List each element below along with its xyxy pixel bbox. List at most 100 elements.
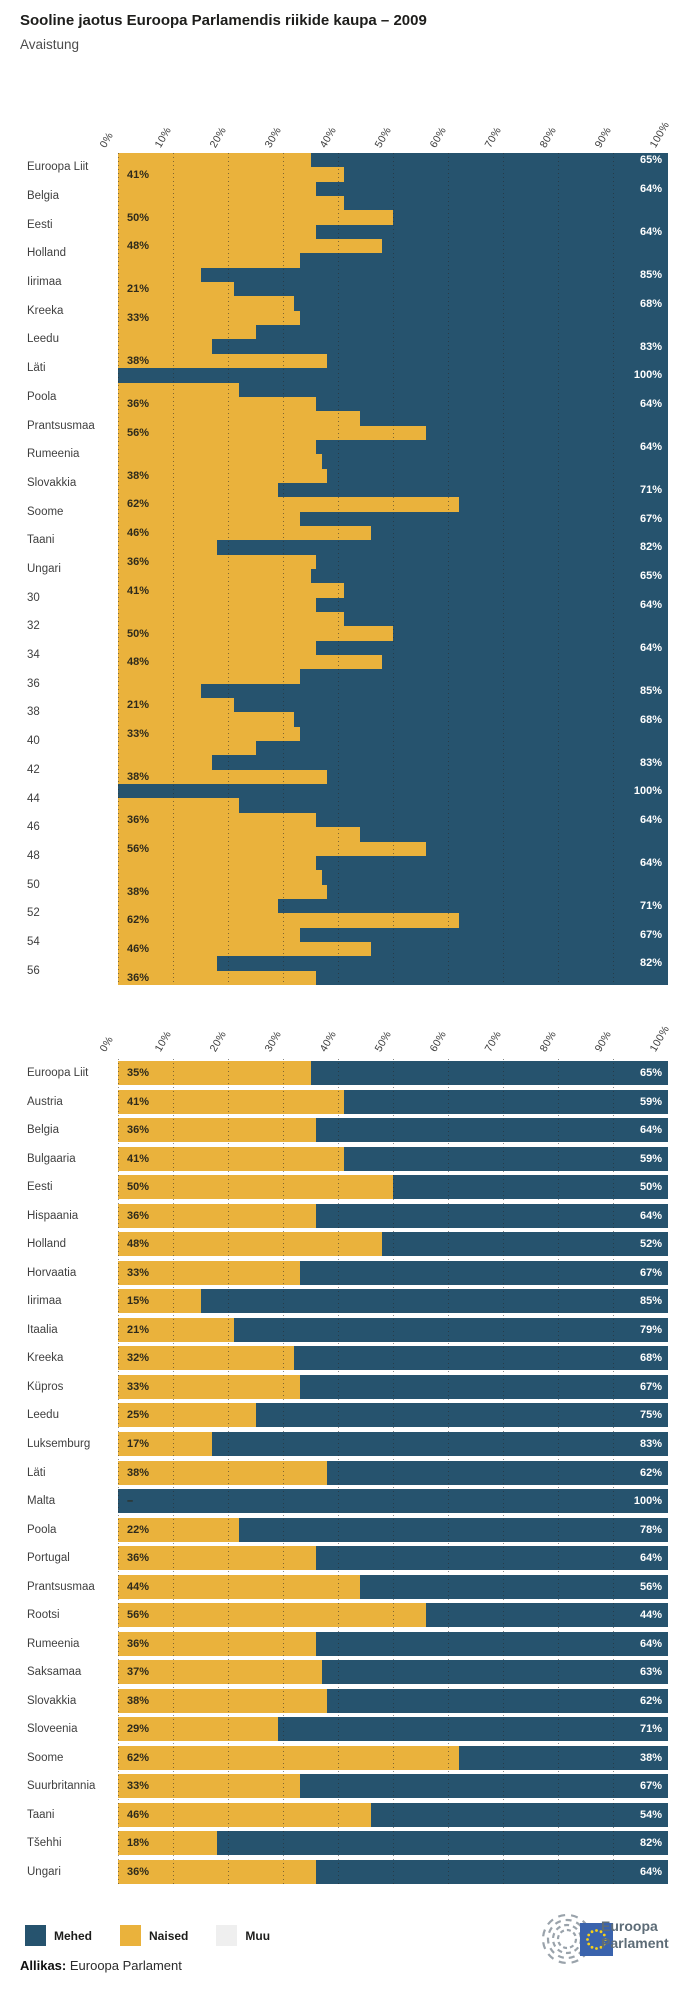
value-label-naised: 56% xyxy=(127,1609,149,1621)
value-label-mehed: 64% xyxy=(640,642,662,654)
value-label-mehed: 54% xyxy=(640,1809,662,1821)
grid-line xyxy=(173,1059,174,1886)
row-label: Prantsusmaa xyxy=(27,1581,95,1593)
value-label-naised: 36% xyxy=(127,1866,149,1878)
value-label-mehed: 100% xyxy=(634,785,662,797)
row-label: Tšehhi xyxy=(27,1837,62,1849)
value-label-naised: 38% xyxy=(127,1467,149,1479)
value-label-naised: 41% xyxy=(127,1096,149,1108)
row-label: 36 xyxy=(27,678,40,690)
row-label: Euroopa Liit xyxy=(27,161,88,173)
bar-segment-naised xyxy=(118,712,294,726)
value-label-mehed: 82% xyxy=(640,541,662,553)
bar-segment-naised xyxy=(118,383,239,397)
row-label: Austria xyxy=(27,1096,63,1108)
row-label: Soome xyxy=(27,506,63,518)
value-label-naised: 21% xyxy=(127,699,149,711)
value-label-mehed: 64% xyxy=(640,183,662,195)
row-label: 46 xyxy=(27,821,40,833)
legend-swatch-muu xyxy=(216,1925,237,1946)
bar-segment-naised xyxy=(118,153,311,167)
row-label: Poola xyxy=(27,1524,56,1536)
row-label: Belgia xyxy=(27,1124,59,1136)
value-label-mehed: 64% xyxy=(640,1124,662,1136)
value-label-naised: 48% xyxy=(127,240,149,252)
value-label-naised: 50% xyxy=(127,628,149,640)
legend-swatch-naised xyxy=(120,1925,141,1946)
axis-tick-label: 70% xyxy=(483,1029,504,1054)
bar-segment-naised xyxy=(118,1175,393,1199)
bar-segment-mehed xyxy=(322,1660,669,1684)
row-label: Luksemburg xyxy=(27,1438,90,1450)
value-label-mehed: 63% xyxy=(640,1666,662,1678)
value-label-mehed: 79% xyxy=(640,1324,662,1336)
value-label-mehed: 78% xyxy=(640,1524,662,1536)
source-label: Allikas: xyxy=(20,1958,66,1973)
row-label: 50 xyxy=(27,879,40,891)
axis-tick-label: 90% xyxy=(593,125,614,150)
bar-segment-naised xyxy=(118,339,212,353)
legend: MehedNaisedMuu xyxy=(25,1925,270,1946)
bar-segment-mehed xyxy=(256,1403,669,1427)
bar-segment-naised xyxy=(118,512,300,526)
bar-segment-mehed xyxy=(212,1432,669,1456)
value-label-naised: 36% xyxy=(127,398,149,410)
value-label-naised: 41% xyxy=(127,169,149,181)
bar-segment-naised xyxy=(118,626,393,640)
bar-segment-naised xyxy=(118,1090,344,1114)
value-label-naised: 36% xyxy=(127,1210,149,1222)
row-label: 42 xyxy=(27,764,40,776)
legend-item: Muu xyxy=(216,1925,270,1946)
value-label-mehed: 68% xyxy=(640,1352,662,1364)
value-label-naised: 38% xyxy=(127,355,149,367)
bar-segment-mehed xyxy=(316,1632,668,1656)
bar-segment-naised xyxy=(118,196,344,210)
bar-segment-naised xyxy=(118,268,201,282)
bottom-chart-row-labels: Euroopa LiitAustriaBelgiaBulgaariaEestiH… xyxy=(27,1059,115,1886)
bar-segment-naised xyxy=(118,540,217,554)
top-chart-x-axis: 0%10%20%30%40%50%60%70%80%90%100% xyxy=(118,88,678,152)
bar-segment-naised xyxy=(118,253,300,267)
value-label-mehed: 100% xyxy=(634,369,662,381)
bar-segment-mehed xyxy=(426,1603,668,1627)
value-label-mehed: 59% xyxy=(640,1096,662,1108)
bar-segment-mehed xyxy=(316,1204,668,1228)
value-label-naised: 33% xyxy=(127,1780,149,1792)
value-label-naised: 22% xyxy=(127,1524,149,1536)
grid-line xyxy=(558,153,559,985)
bar-segment-naised xyxy=(118,1746,459,1770)
value-label-mehed: 64% xyxy=(640,1210,662,1222)
value-label-mehed: 64% xyxy=(640,599,662,611)
legend-label: Naised xyxy=(149,1929,188,1943)
value-label-mehed: 52% xyxy=(640,1238,662,1250)
grid-line xyxy=(173,153,174,985)
bar-segment-naised xyxy=(118,641,316,655)
bar-segment-naised xyxy=(118,885,327,899)
value-label-naised: 36% xyxy=(127,814,149,826)
bar-segment-naised xyxy=(118,942,371,956)
value-label-mehed: 64% xyxy=(640,441,662,453)
value-label-mehed: 67% xyxy=(640,1780,662,1792)
grid-line xyxy=(448,153,449,985)
value-label-naised: 21% xyxy=(127,283,149,295)
axis-tick-label: 40% xyxy=(318,125,339,150)
value-label-naised: 46% xyxy=(127,527,149,539)
row-label: Eesti xyxy=(27,1181,53,1193)
page-subtitle: Avaistung xyxy=(20,37,79,52)
bar-segment-mehed xyxy=(217,1831,668,1855)
value-label-naised: – xyxy=(127,1495,133,1507)
value-label-naised: 36% xyxy=(127,556,149,568)
value-label-naised: 62% xyxy=(127,1752,149,1764)
value-label-naised: 56% xyxy=(127,843,149,855)
row-label: 32 xyxy=(27,620,40,632)
row-label: Leedu xyxy=(27,333,59,345)
bar-segment-naised xyxy=(118,526,371,540)
value-label-naised: 38% xyxy=(127,771,149,783)
bar-segment-mehed xyxy=(360,1575,668,1599)
axis-tick-label: 10% xyxy=(153,1029,174,1054)
value-label-naised: 36% xyxy=(127,1638,149,1650)
axis-tick-label: 80% xyxy=(538,125,559,150)
row-label: 54 xyxy=(27,936,40,948)
value-label-mehed: 38% xyxy=(640,1752,662,1764)
grid-line xyxy=(503,153,504,985)
